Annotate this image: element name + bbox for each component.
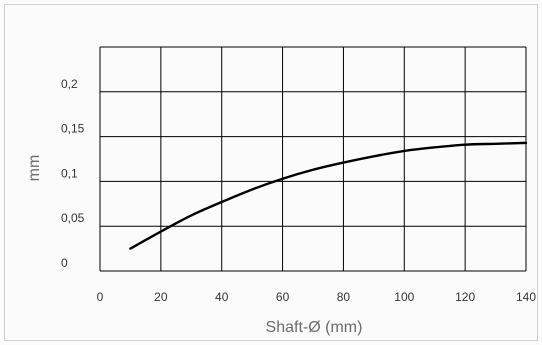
y-tick-label: 0,15 [61,122,85,136]
y-tick-label: 0,1 [61,166,78,180]
y-tick-labels: 0 0,05 0,1 0,15 0,2 [61,77,85,270]
grid [99,46,527,272]
y-tick-label: 0 [61,256,68,270]
x-tick-labels: 0 20 40 60 80 100 120 140 [97,290,537,304]
x-tick-label: 60 [276,290,290,304]
x-tick-label: 140 [516,290,536,304]
series-lines [129,141,528,250]
x-tick-label: 120 [455,290,475,304]
y-axis-label: mm [26,155,43,182]
y-tick-label: 0,2 [61,77,78,91]
x-tick-label: 80 [337,290,351,304]
series-line-0 [129,141,528,250]
chart-frame [4,4,538,341]
x-tick-label: 100 [394,290,414,304]
x-tick-label: 0 [97,290,104,304]
x-axis-label: Shaft-Ø (mm) [266,319,363,336]
y-tick-label: 0,05 [61,211,85,225]
x-tick-label: 20 [154,290,168,304]
x-tick-label: 40 [215,290,229,304]
